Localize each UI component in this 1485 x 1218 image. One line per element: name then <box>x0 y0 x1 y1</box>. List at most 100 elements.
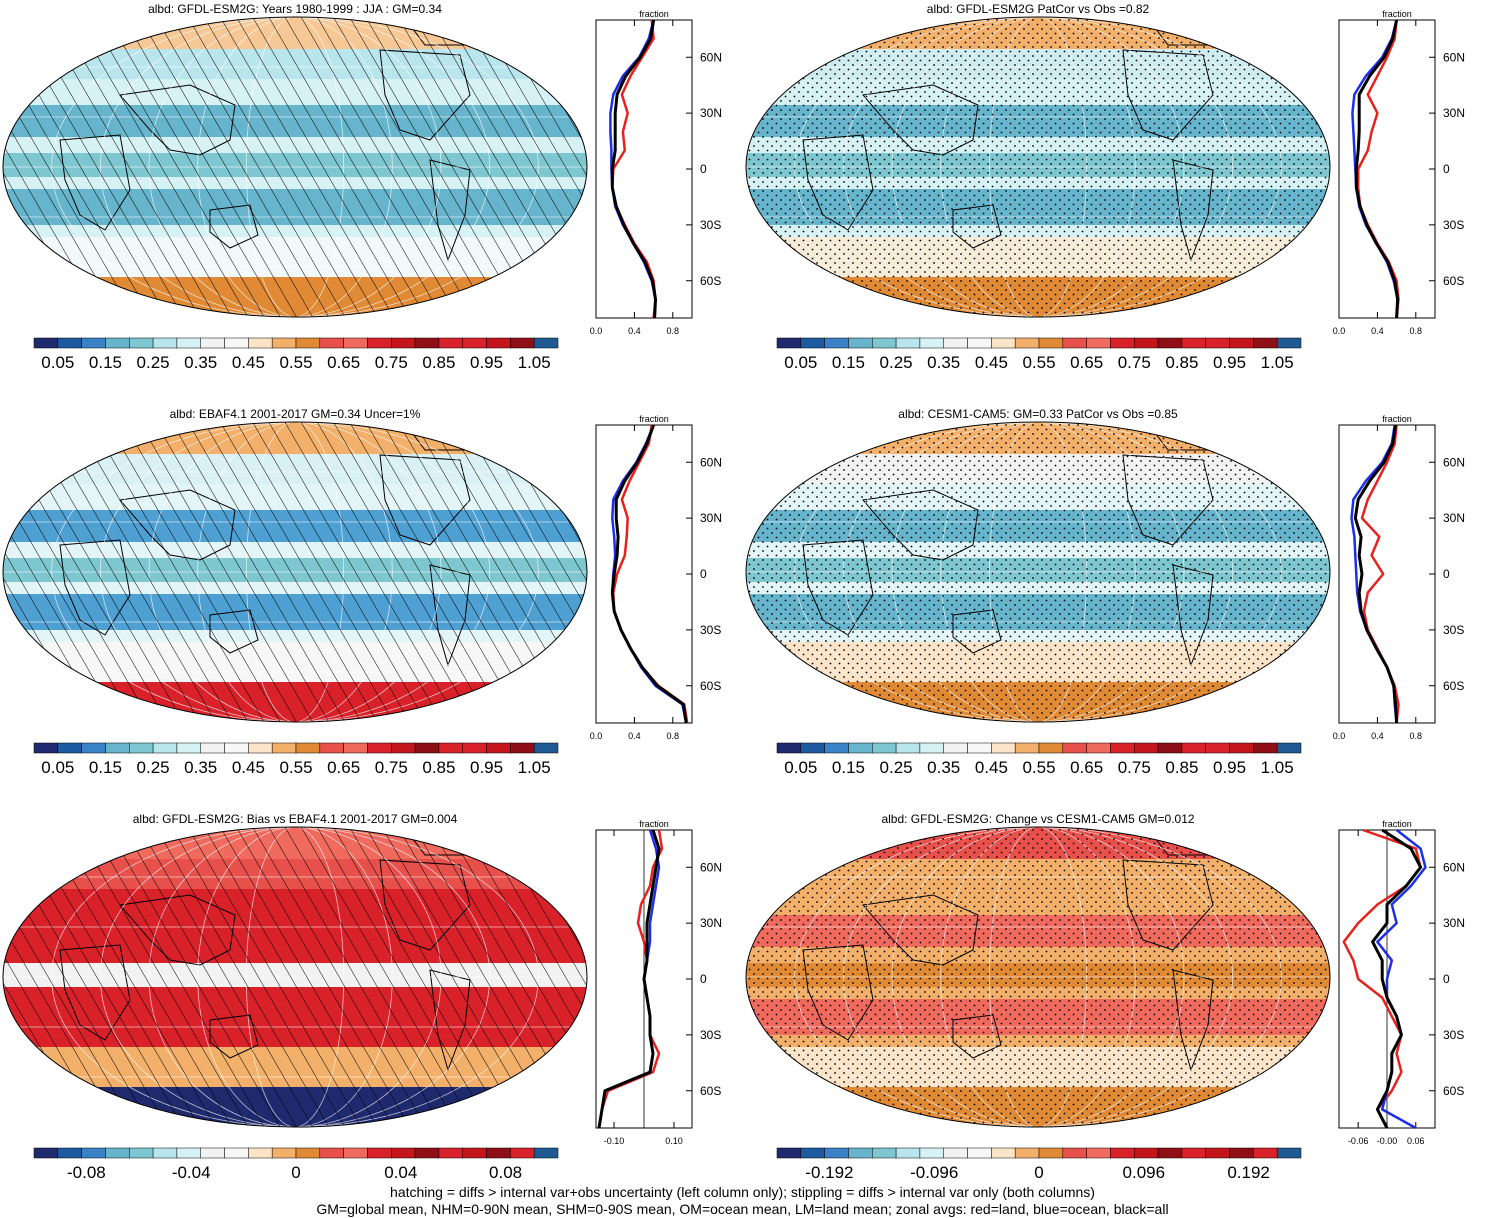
colorbar-swatch <box>991 337 1016 349</box>
colorbar: 0.05 0.15 0.25 0.35 0.45 0.55 0.65 0.75 0.85 0.95… <box>33 337 559 372</box>
colorbar-swatch <box>152 337 178 349</box>
colorbar-swatch <box>271 337 297 349</box>
zonal-axis-title: fraction <box>1382 414 1412 424</box>
colorbar-tick-label: -0.08 <box>67 1163 106 1182</box>
colorbar-swatch <box>1038 742 1064 754</box>
colorbar-tick-label: 0.25 <box>137 758 170 777</box>
colorbar-swatch <box>919 742 944 754</box>
colorbar-swatch <box>1014 337 1040 349</box>
panel-model-climatology: albd: GFDL-ESM2G: Years 1980-1999 : JJA … <box>0 0 742 405</box>
colorbar-swatch <box>414 1147 440 1159</box>
colorbar-swatch <box>1134 742 1159 754</box>
lat-tick-label: 0 <box>700 162 707 176</box>
colorbar-swatch <box>248 337 273 349</box>
map-border <box>745 826 1331 1128</box>
colorbar-tick-label: 0.45 <box>975 353 1008 372</box>
colorbar-swatch <box>391 337 416 349</box>
colorbar-tick-label: 0.55 <box>279 758 312 777</box>
colorbar: 0.05 0.15 0.25 0.35 0.45 0.55 0.65 0.75 0.85 0.95… <box>33 742 559 777</box>
hatching-overlay <box>3 422 587 722</box>
colorbar-swatch <box>1038 1147 1064 1159</box>
colorbar-swatch <box>1086 337 1111 349</box>
colorbar-swatch <box>319 337 344 349</box>
colorbar-swatch <box>414 337 440 349</box>
colorbar-swatch <box>967 1147 992 1159</box>
colorbar-tick-label: 0.35 <box>927 353 960 372</box>
colorbar-swatch <box>1276 742 1302 754</box>
colorbar-swatch <box>824 1147 849 1159</box>
map-field <box>746 827 1330 1127</box>
colorbar-swatch <box>824 742 849 754</box>
stippling-overlay <box>746 827 1330 1127</box>
colorbar: 0.05 0.15 0.25 0.35 0.45 0.55 0.65 0.75 0.85 0.95… <box>776 337 1302 372</box>
footer-line-hatching: hatching = diffs > internal var+obs unce… <box>390 1184 1095 1200</box>
lat-tick-label: 0 <box>700 972 707 986</box>
colorbar-swatch <box>848 742 873 754</box>
colorbar-swatch <box>319 1147 344 1159</box>
lat-tick-label: 60N <box>700 455 722 469</box>
zonal-x-tick-label: 0.0 <box>1333 326 1346 336</box>
colorbar-swatch <box>438 337 463 349</box>
zonal-x-tick-label: 0.8 <box>667 731 680 741</box>
map-border <box>2 16 588 318</box>
colorbar-swatch <box>200 337 225 349</box>
panel-bias: albd: GFDL-ESM2G: Bias vs EBAF4.1 2001-2… <box>0 810 742 1215</box>
stippling-overlay <box>746 17 1330 317</box>
panel-change: albd: GFDL-ESM2G: Change vs CESM1-CAM5 G… <box>743 810 1485 1215</box>
colorbar-swatch <box>367 337 392 349</box>
colorbar-swatch <box>319 742 344 754</box>
colorbar-swatch <box>872 742 897 754</box>
colorbar-tick-label: 0.65 <box>1070 353 1103 372</box>
panel-reference-model: albd: CESM1-CAM5: GM=0.33 PatCor vs Obs … <box>743 405 1485 810</box>
lat-tick-label: 30S <box>1443 218 1464 232</box>
zonal-x-tick-label: 0.0 <box>1333 731 1346 741</box>
lat-tick-label: 60S <box>700 1084 721 1098</box>
zonal-frame <box>1338 19 1436 319</box>
zonal-axis-title: fraction <box>1382 819 1412 829</box>
colorbar-swatch <box>1253 337 1278 349</box>
lat-tick-label: 30S <box>1443 623 1464 637</box>
zonal-mean-panel: fraction 60N 30N 0 30S 60S 0.0 0.4 0.8 <box>1333 414 1465 741</box>
colorbar-swatch <box>1014 742 1040 754</box>
map-field <box>746 422 1330 722</box>
colorbar-swatch <box>271 742 297 754</box>
zonal-x-tick-label: 0.8 <box>667 326 680 336</box>
colorbar-swatch <box>152 1147 178 1159</box>
colorbar-swatch <box>224 742 249 754</box>
colorbar-swatch <box>1086 742 1111 754</box>
colorbar-swatch <box>248 742 273 754</box>
colorbar-swatch <box>224 337 249 349</box>
colorbar-swatch <box>510 337 535 349</box>
colorbar-tick-label: -0.192 <box>805 1163 853 1182</box>
colorbar-swatch <box>1062 1147 1087 1159</box>
colorbar-swatch <box>367 742 392 754</box>
colorbar-swatch <box>176 742 201 754</box>
colorbar-swatch <box>486 1147 511 1159</box>
colorbar-tick-label: 0.192 <box>1227 1163 1270 1182</box>
colorbar-swatch <box>343 1147 368 1159</box>
colorbar-swatch <box>1276 337 1302 349</box>
colorbar-swatch <box>776 337 802 349</box>
colorbar-swatch <box>1181 1147 1206 1159</box>
colorbar-tick-label: 0.35 <box>927 758 960 777</box>
colorbar-swatch <box>510 742 535 754</box>
colorbar: -0.08 -0.04 0 0.04 0.08 <box>33 1147 559 1182</box>
colorbar-tick-label: 0.05 <box>41 758 74 777</box>
colorbar-tick-label: 0.05 <box>784 353 817 372</box>
colorbar-swatch <box>81 742 106 754</box>
colorbar-swatch <box>367 1147 392 1159</box>
colorbar-swatch <box>848 1147 873 1159</box>
colorbar-swatch <box>81 1147 106 1159</box>
colorbar-tick-label: 0.75 <box>375 353 408 372</box>
colorbar-tick-label: 0.85 <box>422 353 455 372</box>
colorbar-swatch <box>533 1147 559 1159</box>
colorbar-tick-label: 0.85 <box>422 758 455 777</box>
zonal-axis-title: fraction <box>1382 9 1412 19</box>
zonal-axis-title: fraction <box>639 9 669 19</box>
zonal-x-tick-label: 0.10 <box>665 1136 683 1146</box>
colorbar-tick-label: 0.95 <box>470 758 503 777</box>
zonal-x-tick-label: 0.0 <box>590 731 603 741</box>
colorbar-tick-label: 0.65 <box>327 353 360 372</box>
